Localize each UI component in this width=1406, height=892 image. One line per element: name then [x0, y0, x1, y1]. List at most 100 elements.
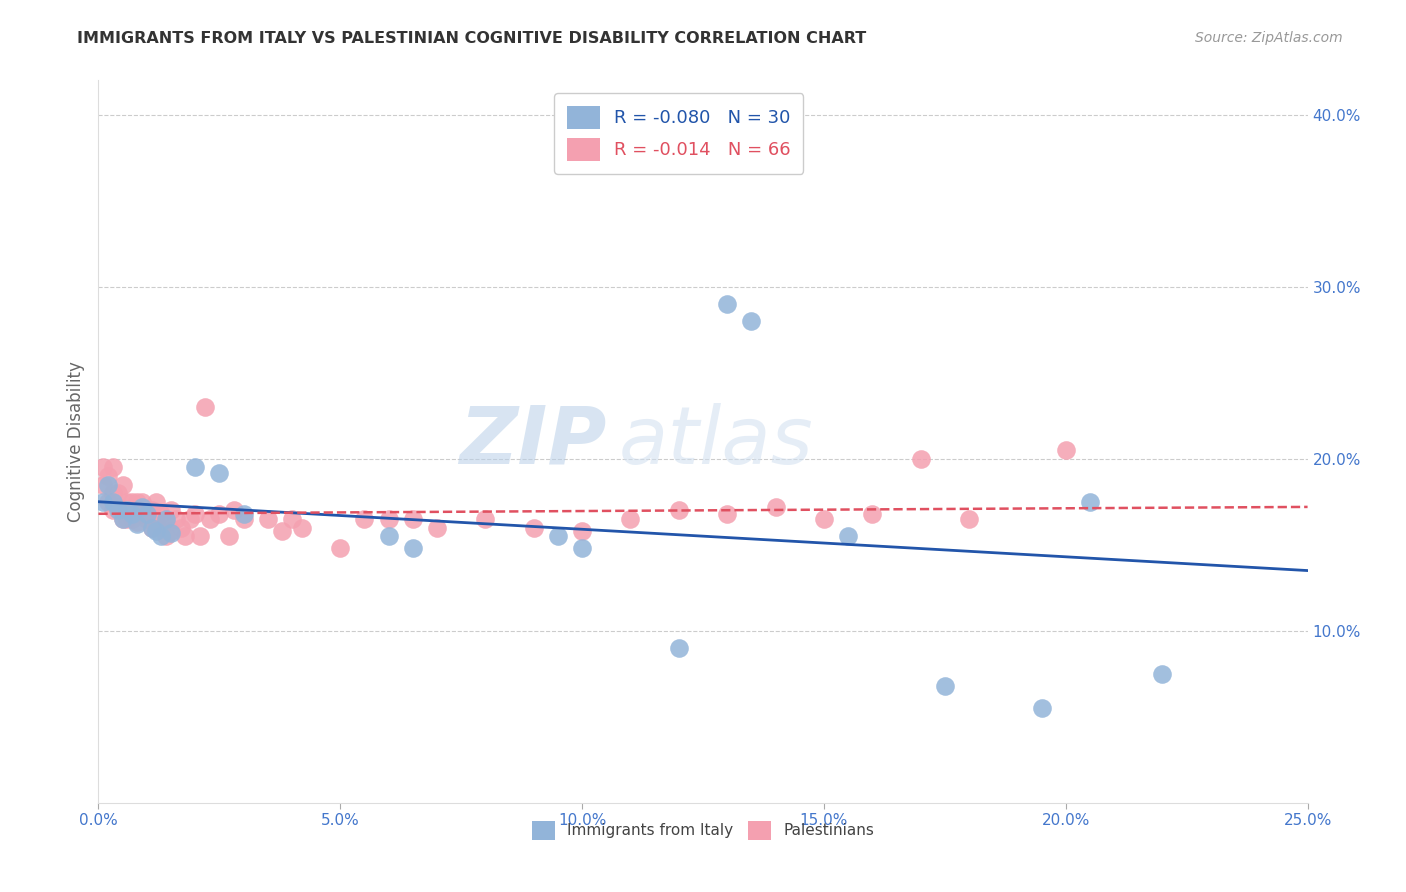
Point — [165, 512, 187, 526]
Point — [353, 512, 375, 526]
Point — [131, 494, 153, 508]
Point — [329, 541, 352, 556]
Point — [765, 500, 787, 514]
Point — [91, 460, 114, 475]
Point — [837, 529, 859, 543]
Point — [101, 460, 124, 475]
Point — [256, 512, 278, 526]
Point — [232, 512, 254, 526]
Point — [127, 516, 149, 530]
Text: IMMIGRANTS FROM ITALY VS PALESTINIAN COGNITIVE DISABILITY CORRELATION CHART: IMMIGRANTS FROM ITALY VS PALESTINIAN COG… — [77, 31, 866, 46]
Point — [121, 512, 143, 526]
Point — [957, 512, 980, 526]
Point — [121, 503, 143, 517]
Point — [107, 486, 129, 500]
Point — [571, 541, 593, 556]
Point — [910, 451, 932, 466]
Point — [141, 503, 163, 517]
Point — [135, 503, 157, 517]
Point — [184, 507, 207, 521]
Point — [813, 512, 835, 526]
Point — [131, 507, 153, 521]
Point — [97, 494, 120, 508]
Point — [131, 500, 153, 514]
Point — [160, 525, 183, 540]
Point — [145, 524, 167, 538]
Point — [169, 520, 191, 534]
Point — [135, 507, 157, 521]
Point — [198, 512, 221, 526]
Point — [91, 494, 114, 508]
Point — [127, 517, 149, 532]
Point — [150, 520, 173, 534]
Point — [117, 512, 139, 526]
Point — [111, 512, 134, 526]
Point — [222, 503, 245, 517]
Point — [111, 477, 134, 491]
Point — [101, 503, 124, 517]
Point — [141, 520, 163, 534]
Point — [860, 507, 883, 521]
Point — [184, 460, 207, 475]
Point — [127, 494, 149, 508]
Point — [141, 520, 163, 534]
Point — [150, 529, 173, 543]
Point — [218, 529, 240, 543]
Point — [97, 469, 120, 483]
Point — [402, 541, 425, 556]
Point — [111, 503, 134, 517]
Point — [155, 529, 177, 543]
Point — [208, 507, 231, 521]
Point — [547, 529, 569, 543]
Point — [194, 400, 217, 414]
Point — [160, 503, 183, 517]
Point — [208, 466, 231, 480]
Point — [145, 516, 167, 530]
Point — [716, 507, 738, 521]
Point — [101, 486, 124, 500]
Point — [290, 520, 312, 534]
Point — [426, 520, 449, 534]
Point — [1078, 494, 1101, 508]
Point — [1152, 666, 1174, 681]
Point — [91, 477, 114, 491]
Point — [232, 507, 254, 521]
Point — [179, 512, 201, 526]
Point — [402, 512, 425, 526]
Point — [271, 524, 294, 538]
Point — [145, 494, 167, 508]
Point — [934, 679, 956, 693]
Point — [1054, 443, 1077, 458]
Point — [377, 529, 399, 543]
Point — [155, 516, 177, 530]
Point — [121, 494, 143, 508]
Point — [523, 520, 546, 534]
Point — [571, 524, 593, 538]
Text: ZIP: ZIP — [458, 402, 606, 481]
Point — [474, 512, 496, 526]
Y-axis label: Cognitive Disability: Cognitive Disability — [66, 361, 84, 522]
Point — [155, 512, 177, 526]
Point — [281, 512, 304, 526]
Point — [117, 494, 139, 508]
Point — [188, 529, 211, 543]
Point — [135, 512, 157, 526]
Text: atlas: atlas — [619, 402, 813, 481]
Point — [174, 529, 197, 543]
Text: Source: ZipAtlas.com: Source: ZipAtlas.com — [1195, 31, 1343, 45]
Point — [740, 314, 762, 328]
Point — [668, 640, 690, 655]
Point — [97, 477, 120, 491]
Point — [101, 494, 124, 508]
Point — [377, 512, 399, 526]
Point — [716, 297, 738, 311]
Point — [1031, 701, 1053, 715]
Point — [160, 524, 183, 538]
Point — [619, 512, 641, 526]
Legend: Immigrants from Italy, Palestinians: Immigrants from Italy, Palestinians — [526, 815, 880, 846]
Point — [121, 507, 143, 521]
Point — [668, 503, 690, 517]
Point — [107, 500, 129, 514]
Point — [111, 512, 134, 526]
Point — [117, 503, 139, 517]
